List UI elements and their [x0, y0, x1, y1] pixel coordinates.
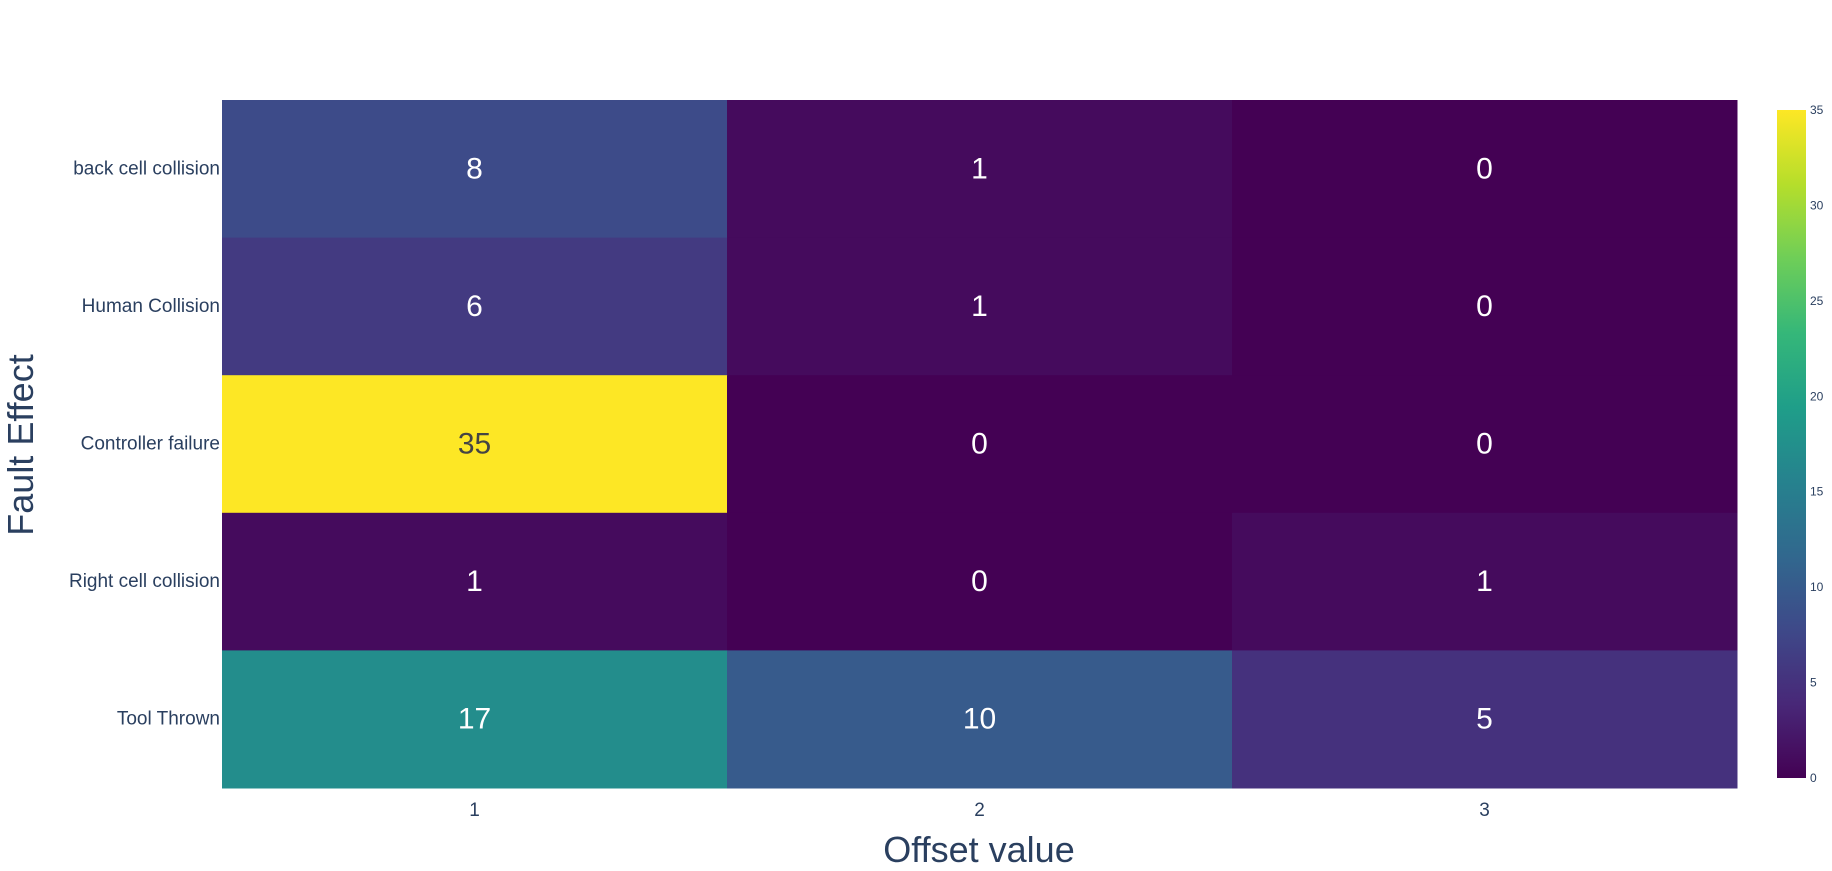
heatmap-cell [1232, 650, 1738, 789]
heatmap-cell [222, 100, 728, 239]
cell-value-label: 0 [1476, 290, 1493, 323]
heatmap-cell [727, 100, 1233, 239]
heatmap-cells [222, 100, 1738, 789]
cell-value-label: 6 [466, 290, 483, 323]
cell-value-label: 0 [1476, 428, 1493, 461]
cell-value-label: 0 [1476, 152, 1493, 185]
x-axis-title: Offset value [883, 829, 1074, 870]
colorbar-tick-label: 5 [1810, 676, 1817, 690]
x-tick-label: 3 [1479, 800, 1490, 821]
y-tick-label: Right cell collision [69, 571, 220, 592]
heatmap-cell [222, 375, 728, 514]
heatmap-cell [222, 237, 728, 376]
y-tick-label: Controller failure [81, 434, 220, 455]
y-axis-ticks: back cell collision Human Collision Contro… [69, 158, 220, 729]
heatmap-cell [222, 512, 728, 651]
cell-value-label: 0 [971, 428, 988, 461]
colorbar-gradient [1777, 110, 1806, 778]
cell-value-label: 5 [1476, 703, 1493, 736]
x-tick-label: 1 [469, 800, 480, 821]
cell-value-label: 17 [458, 703, 491, 736]
heatmap-cell-labels: 8 1 06 1 035 0 01 0 117 10 5 [458, 152, 1493, 735]
colorbar-tick-label: 20 [1810, 389, 1824, 403]
cell-value-label: 1 [971, 290, 988, 323]
colorbar-ticks: 0 5 10 15 20 25 30 35 [1810, 103, 1824, 785]
cell-value-label: 1 [971, 152, 988, 185]
heatmap-cell [1232, 375, 1738, 514]
y-axis-title: Fault Effect [0, 354, 41, 535]
colorbar-tick-label: 30 [1810, 198, 1824, 212]
heatmap-cell [727, 237, 1233, 376]
y-tick-label: Human Collision [82, 296, 220, 317]
heatmap-cell [727, 375, 1233, 514]
heatmap-cell [1232, 100, 1738, 239]
x-axis-ticks: 1 2 3 [469, 800, 1490, 821]
heatmap-cell [727, 650, 1233, 789]
heatmap-cell [222, 650, 728, 789]
heatmap-cell [1232, 512, 1738, 651]
cell-value-label: 0 [971, 565, 988, 598]
colorbar-tick-label: 15 [1810, 485, 1824, 499]
cell-value-label: 8 [466, 152, 483, 185]
cell-value-label: 35 [458, 428, 491, 461]
cell-value-label: 10 [963, 703, 996, 736]
colorbar-tick-label: 35 [1810, 103, 1824, 117]
y-tick-label: back cell collision [73, 158, 220, 179]
x-tick-label: 2 [974, 800, 985, 821]
heatmap-cell [727, 512, 1233, 651]
colorbar-tick-label: 25 [1810, 294, 1824, 308]
colorbar: 0 5 10 15 20 25 30 35 [1777, 103, 1824, 785]
cell-value-label: 1 [466, 565, 483, 598]
heatmap-cell [1232, 237, 1738, 376]
y-tick-label: Tool Thrown [117, 709, 220, 730]
cell-value-label: 1 [1476, 565, 1493, 598]
colorbar-tick-label: 0 [1810, 771, 1817, 785]
colorbar-tick-label: 10 [1810, 580, 1824, 594]
